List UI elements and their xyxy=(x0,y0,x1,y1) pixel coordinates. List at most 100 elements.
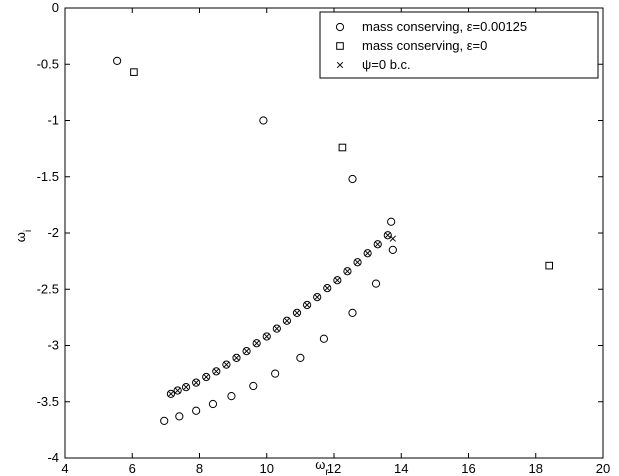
data-point-circle xyxy=(181,383,191,392)
y-axis-label: ωi xyxy=(13,230,34,242)
data-point-x xyxy=(167,390,175,398)
legend-markers xyxy=(335,22,345,69)
y-tick-label: -2 xyxy=(47,225,59,240)
series-1 xyxy=(113,56,397,425)
data-point-x xyxy=(233,354,240,362)
data-point-x xyxy=(203,373,210,381)
data-point-circle xyxy=(242,347,251,356)
x-axis-label-sub: r xyxy=(325,467,329,476)
data-point-circle xyxy=(160,416,169,425)
y-tick-label: -3.5 xyxy=(37,394,59,409)
data-point-x xyxy=(324,284,331,292)
data-point-circle xyxy=(282,316,292,325)
data-point-circle xyxy=(333,276,342,285)
data-point-x xyxy=(303,301,311,309)
data-point-x xyxy=(192,379,200,386)
y-tick-labels: 0 -0.5 -1 -1.5 -2 -2.5 -3 -3.5 -4 xyxy=(37,0,59,465)
series-3 xyxy=(167,232,396,398)
data-point-x xyxy=(389,235,396,242)
x-tick-label: 10 xyxy=(260,461,274,476)
y-tick-label: -0.5 xyxy=(37,56,59,71)
y-tick-label: -3 xyxy=(47,338,59,353)
data-point-circle xyxy=(173,386,182,395)
data-point-circle xyxy=(296,353,305,362)
y-axis-label-sub: i xyxy=(23,230,34,232)
data-point-x xyxy=(253,340,260,347)
data-point-circle xyxy=(272,324,281,333)
series-layer xyxy=(113,56,554,425)
x-tick-label: 18 xyxy=(529,461,543,476)
legend-marker-x xyxy=(336,61,344,69)
data-point-circle xyxy=(175,412,184,421)
data-point-x xyxy=(354,259,361,266)
x-tick-label: 14 xyxy=(394,461,408,476)
data-point-circle xyxy=(323,284,332,293)
data-point-circle xyxy=(363,249,372,258)
x-tick-label: 8 xyxy=(196,461,203,476)
y-tick-label: -1.5 xyxy=(37,169,59,184)
legend-label-series-3: ψ=0 b.c. xyxy=(362,57,411,72)
legend-label-series-1: mass conserving, ε=0.00125 xyxy=(362,19,527,34)
x-tick-label: 12 xyxy=(327,461,341,476)
data-point-circle xyxy=(271,369,280,378)
data-point-circle xyxy=(371,279,381,288)
legend-marker-circle xyxy=(335,22,345,32)
data-point-circle xyxy=(166,389,176,398)
data-point-x xyxy=(384,232,391,239)
legend: mass conserving, ε=0.00125 mass conservi… xyxy=(319,11,599,79)
data-point-circle xyxy=(212,367,221,376)
data-point-x xyxy=(273,325,280,332)
data-point-circle xyxy=(343,267,352,276)
data-point-x xyxy=(283,317,291,324)
data-point-x xyxy=(334,277,341,284)
data-point-circle xyxy=(373,240,382,249)
data-point-x xyxy=(243,347,250,355)
legend-label-series-2: mass conserving, ε=0 xyxy=(362,38,487,53)
data-point-circle xyxy=(387,217,396,226)
data-point-circle xyxy=(319,334,329,343)
data-point-x xyxy=(223,361,230,368)
data-point-circle xyxy=(348,308,357,317)
data-point-circle xyxy=(353,258,362,267)
data-point-square xyxy=(338,143,347,152)
y-tick-label: 0 xyxy=(52,0,59,15)
data-point-x xyxy=(364,250,371,257)
data-point-circle xyxy=(208,399,218,409)
data-point-circle xyxy=(192,378,201,387)
x-tick-labels: 4 6 8 10 12 14 16 18 20 xyxy=(61,461,610,476)
y-axis-label-main: ω xyxy=(13,232,28,242)
data-point-circle xyxy=(348,174,357,184)
data-point-x xyxy=(314,293,321,301)
legend-marker-square xyxy=(336,42,344,50)
data-point-x xyxy=(182,383,190,391)
data-point-circle xyxy=(249,381,258,391)
data-point-circle xyxy=(113,56,122,65)
data-point-circle xyxy=(292,308,302,317)
data-point-circle xyxy=(222,360,231,369)
data-point-circle xyxy=(313,293,322,302)
data-point-x xyxy=(213,368,220,375)
x-axis-label: ωr xyxy=(315,457,329,476)
data-point-circle xyxy=(202,372,211,382)
x-tick-label: 6 xyxy=(129,461,136,476)
data-point-x xyxy=(263,333,270,340)
data-point-circle xyxy=(227,392,236,401)
data-point-x xyxy=(174,387,181,394)
data-point-square xyxy=(545,261,554,270)
data-point-x xyxy=(344,268,351,275)
y-tick-label: -1 xyxy=(47,113,59,128)
x-tick-label: 16 xyxy=(461,461,475,476)
data-point-circle xyxy=(252,339,261,348)
y-tick-label: -4 xyxy=(47,450,59,465)
data-point-x xyxy=(293,309,301,317)
data-point-x xyxy=(374,241,381,248)
data-point-circle xyxy=(303,300,312,310)
x-axis-label-main: ω xyxy=(315,457,325,472)
data-point-circle xyxy=(259,116,268,125)
data-point-square xyxy=(130,68,138,76)
series-2 xyxy=(130,68,554,270)
data-point-circle xyxy=(192,406,201,415)
data-point-circle xyxy=(383,231,392,240)
data-point-circle xyxy=(232,353,241,362)
